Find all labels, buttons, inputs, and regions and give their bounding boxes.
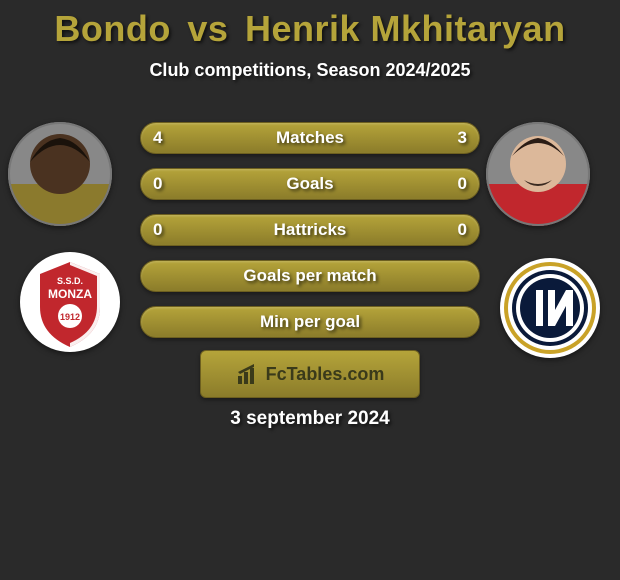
stats-bars: Matches43Goals00Hattricks00Goals per mat… bbox=[140, 122, 480, 352]
stat-left-value: 4 bbox=[141, 123, 174, 153]
stat-row: Goals0 0 bbox=[140, 168, 480, 200]
player2-avatar bbox=[486, 122, 590, 226]
stat-row: Hattricks0 0 bbox=[140, 214, 480, 246]
stat-right-value: 3 bbox=[446, 123, 479, 153]
footer-date: 3 september 2024 bbox=[0, 408, 620, 430]
bars-icon bbox=[236, 362, 260, 386]
svg-text:S.S.D.: S.S.D. bbox=[57, 276, 83, 286]
stat-row: Matches4 3 bbox=[140, 122, 480, 154]
stat-row: Min per goal bbox=[140, 306, 480, 338]
player1-avatar bbox=[8, 122, 112, 226]
stat-label: Goals bbox=[141, 169, 479, 199]
title-player-left: Bondo bbox=[54, 8, 170, 49]
player2-club-badge bbox=[500, 258, 600, 358]
title-player-right: Henrik Mkhitaryan bbox=[245, 8, 566, 49]
brand-text: FcTables.com bbox=[266, 364, 385, 385]
svg-text:1912: 1912 bbox=[60, 312, 80, 322]
player1-club-badge: S.S.D. MONZA 1912 bbox=[20, 252, 120, 352]
stat-label: Hattricks bbox=[141, 215, 479, 245]
subtitle: Club competitions, Season 2024/2025 bbox=[0, 60, 620, 81]
stat-left-value: 0 bbox=[141, 169, 174, 199]
page-title: Bondo vs Henrik Mkhitaryan bbox=[0, 0, 620, 50]
svg-text:MONZA: MONZA bbox=[48, 287, 92, 301]
brand-badge: FcTables.com bbox=[200, 350, 420, 398]
stat-row: Goals per match bbox=[140, 260, 480, 292]
stat-left-value: 0 bbox=[141, 215, 174, 245]
stat-label: Matches bbox=[141, 123, 479, 153]
stat-right-value: 0 bbox=[446, 169, 479, 199]
stat-right-value: 0 bbox=[446, 215, 479, 245]
stat-label: Goals per match bbox=[141, 261, 479, 291]
stat-label: Min per goal bbox=[141, 307, 479, 337]
title-vs: vs bbox=[181, 8, 234, 49]
